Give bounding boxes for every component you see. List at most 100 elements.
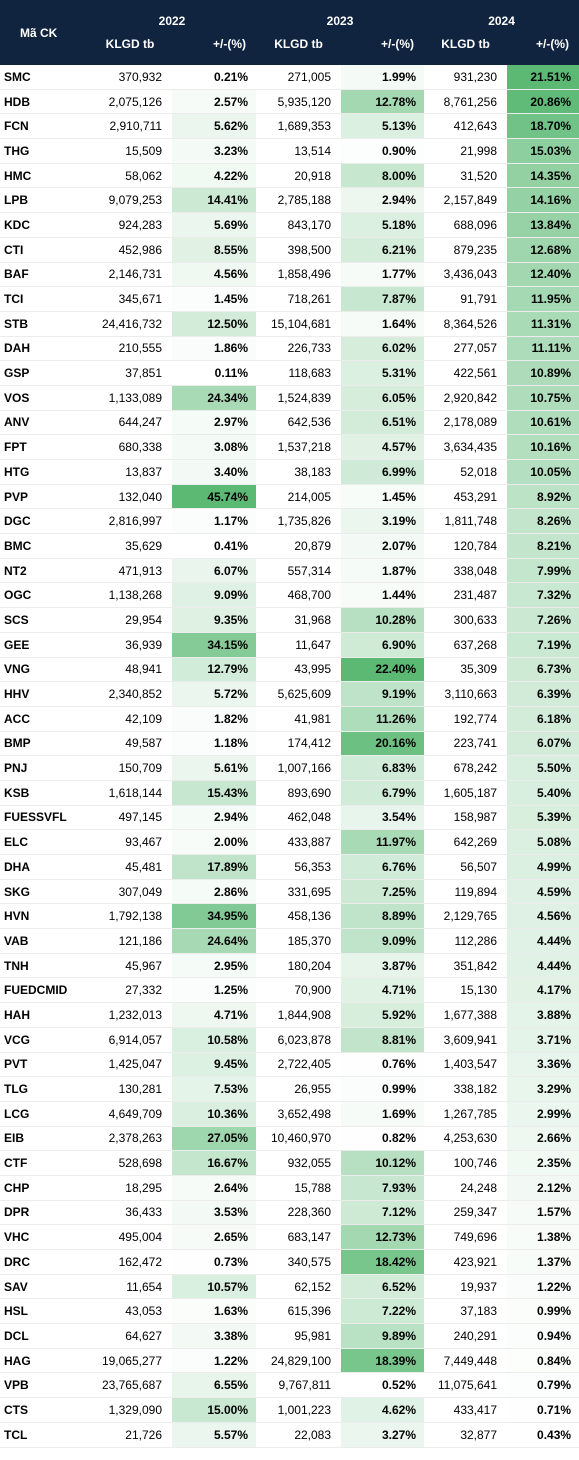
ticker-cell: CTF (0, 1150, 88, 1176)
volume-2024-cell: 112,286 (424, 928, 508, 954)
change-2024-cell: 0.94% (507, 1323, 579, 1349)
volume-2023-cell: 38,183 (256, 459, 342, 485)
change-2022-cell: 9.45% (172, 1052, 257, 1078)
change-2022-cell: 5.69% (172, 212, 257, 238)
change-2024-cell: 7.26% (507, 607, 579, 633)
volume-2024-cell: 1,677,388 (424, 1002, 508, 1028)
change-2023-cell: 1.45% (341, 484, 425, 510)
change-2024-cell: 6.73% (507, 657, 579, 683)
volume-2024-cell: 338,048 (424, 558, 508, 584)
volume-2022-cell: 471,913 (88, 558, 172, 584)
volume-2023-cell: 843,170 (256, 212, 342, 238)
change-2022-cell: 1.45% (172, 286, 257, 312)
volume-2022-cell: 1,329,090 (88, 1397, 172, 1423)
change-2024-cell: 6.39% (507, 681, 579, 707)
volume-2022-cell: 162,472 (88, 1249, 172, 1275)
change-2022-cell: 2.00% (172, 829, 257, 855)
change-2024-cell: 21.51% (507, 65, 579, 90)
volume-2023-cell: 22,083 (256, 1422, 342, 1448)
change-2023-cell: 0.76% (341, 1052, 425, 1078)
volume-2022-cell: 48,941 (88, 657, 172, 683)
volume-2024-cell: 3,634,435 (424, 434, 508, 460)
volume-2022-cell: 1,425,047 (88, 1052, 172, 1078)
header-volume-2024: KLGD tb (424, 34, 508, 65)
change-2023-cell: 12.78% (341, 89, 425, 115)
volume-2022-cell: 36,433 (88, 1200, 172, 1226)
volume-2022-cell: 45,967 (88, 953, 172, 979)
change-2024-cell: 3.71% (507, 1027, 579, 1053)
table-row: DHA 45,481 17.89% 56,353 6.76% 56,507 4.99% (0, 854, 579, 880)
ticker-cell: HSL (0, 1298, 88, 1325)
volume-2024-cell: 1,403,547 (424, 1052, 508, 1078)
change-2024-cell: 7.99% (507, 558, 579, 584)
change-2022-cell: 3.38% (172, 1323, 257, 1349)
change-2023-cell: 9.19% (341, 681, 425, 707)
change-2023-cell: 5.31% (341, 360, 425, 386)
volume-2022-cell: 45,481 (88, 854, 172, 880)
volume-2022-cell: 2,816,997 (88, 508, 172, 535)
change-2023-cell: 7.87% (341, 286, 425, 312)
change-2024-cell: 7.32% (507, 582, 579, 609)
volume-2023-cell: 1,689,353 (256, 113, 342, 140)
change-2022-cell: 3.40% (172, 459, 257, 485)
change-2022-cell: 45.74% (172, 484, 257, 510)
volume-2022-cell: 132,040 (88, 484, 172, 510)
change-2022-cell: 34.15% (172, 632, 257, 658)
volume-2024-cell: 1,605,187 (424, 780, 508, 806)
volume-2024-cell: 7,449,448 (424, 1348, 508, 1374)
change-2023-cell: 7.12% (341, 1200, 425, 1226)
volume-2022-cell: 37,851 (88, 360, 172, 386)
volume-2024-cell: 3,436,043 (424, 262, 508, 288)
change-2024-cell: 5.39% (507, 805, 579, 831)
table-row: PVP 132,040 45.74% 214,005 1.45% 453,291 8.92% (0, 484, 579, 510)
ticker-cell: PVP (0, 484, 88, 510)
volume-2023-cell: 5,935,120 (256, 89, 342, 115)
header-change-2023: +/-(%) (341, 34, 425, 65)
ticker-cell: ACC (0, 706, 88, 732)
volume-2022-cell: 924,283 (88, 212, 172, 238)
change-2023-cell: 3.27% (341, 1422, 425, 1448)
change-2023-cell: 4.71% (341, 977, 425, 1004)
volume-2024-cell: 19,937 (424, 1274, 508, 1300)
table-row: SCS 29,954 9.35% 31,968 10.28% 300,633 7.26% (0, 607, 579, 633)
ticker-cell: ELC (0, 829, 88, 855)
volume-2022-cell: 9,079,253 (88, 187, 172, 214)
change-2022-cell: 2.64% (172, 1175, 257, 1201)
ticker-cell: HAG (0, 1348, 88, 1374)
table-row: DAH 210,555 1.86% 226,733 6.02% 277,057 11.11% (0, 336, 579, 362)
header-year-2022: 2022 (88, 0, 257, 34)
volume-2023-cell: 185,370 (256, 928, 342, 954)
volume-2022-cell: 13,837 (88, 459, 172, 485)
volume-2022-cell: 121,186 (88, 928, 172, 954)
change-2022-cell: 2.57% (172, 89, 257, 115)
volume-2024-cell: 158,987 (424, 805, 508, 831)
volume-2024-cell: 120,784 (424, 533, 508, 559)
table-row: DCL 64,627 3.38% 95,981 9.89% 240,291 0.94% (0, 1323, 579, 1349)
change-2023-cell: 10.28% (341, 607, 425, 633)
table-row: TCL 21,726 5.57% 22,083 3.27% 32,877 0.43% (0, 1422, 579, 1448)
change-2023-cell: 18.39% (341, 1348, 425, 1374)
change-2022-cell: 1.18% (172, 731, 257, 757)
volume-2023-cell: 340,575 (256, 1249, 342, 1275)
ticker-cell: VPB (0, 1372, 88, 1399)
volume-2022-cell: 1,133,089 (88, 385, 172, 411)
change-2023-cell: 1.44% (341, 582, 425, 609)
change-2023-cell: 22.40% (341, 657, 425, 683)
change-2024-cell: 11.31% (507, 311, 579, 337)
volume-2022-cell: 1,618,144 (88, 780, 172, 806)
change-2023-cell: 5.18% (341, 212, 425, 238)
change-2024-cell: 11.11% (507, 336, 579, 362)
change-2023-cell: 11.97% (341, 829, 425, 855)
ticker-cell: DPR (0, 1200, 88, 1226)
change-2024-cell: 2.12% (507, 1175, 579, 1201)
change-2023-cell: 11.26% (341, 706, 425, 732)
ticker-cell: TNH (0, 953, 88, 979)
volume-2023-cell: 118,683 (256, 360, 342, 386)
volume-2023-cell: 10,460,970 (256, 1126, 342, 1152)
volume-2023-cell: 615,396 (256, 1298, 342, 1325)
volume-2022-cell: 452,986 (88, 237, 172, 263)
volume-2023-cell: 718,261 (256, 286, 342, 312)
volume-2023-cell: 642,536 (256, 410, 342, 436)
change-2024-cell: 13.84% (507, 212, 579, 238)
change-2022-cell: 10.57% (172, 1274, 257, 1300)
